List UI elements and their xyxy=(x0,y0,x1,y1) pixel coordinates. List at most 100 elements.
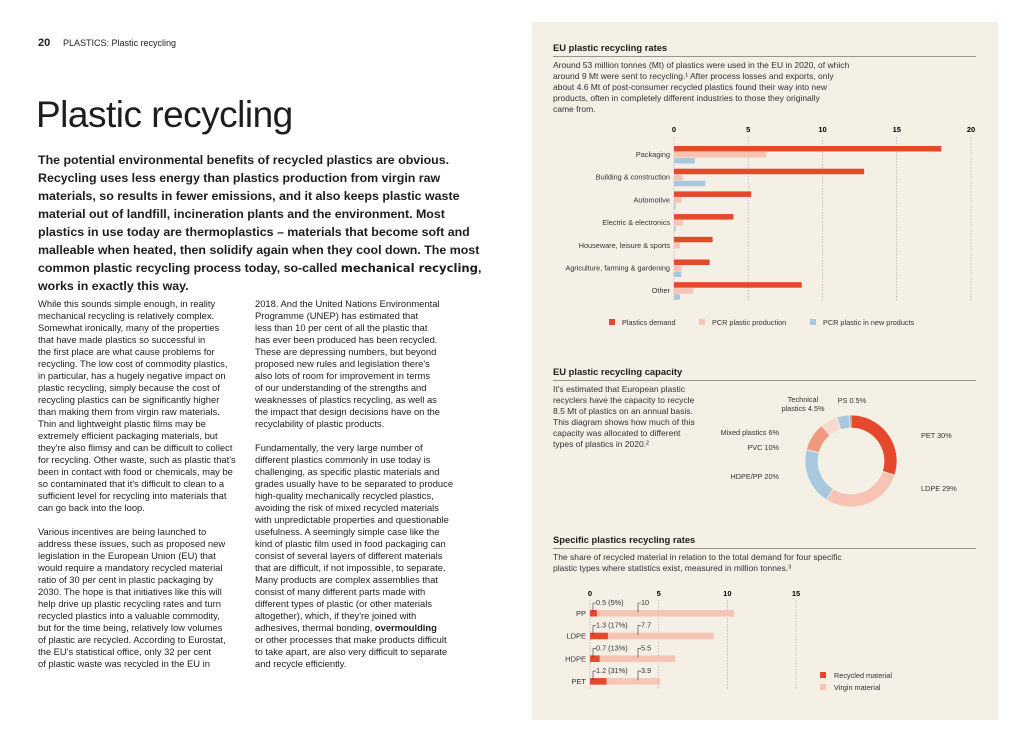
virgin-value-label: 5.5 xyxy=(641,643,651,652)
category-label: Agriculture, farming & gardening xyxy=(565,264,670,273)
label-leader xyxy=(592,648,596,658)
label-leader xyxy=(637,670,641,681)
category-label: Building & construction xyxy=(596,173,670,182)
bar xyxy=(674,174,683,181)
bar xyxy=(674,265,682,271)
section-text-specific: The share of recycled material in relati… xyxy=(553,552,842,573)
bar xyxy=(674,158,695,164)
bar xyxy=(674,180,706,187)
bar xyxy=(674,242,680,249)
donut-slice xyxy=(850,414,898,476)
lead-text-end: , works in exactly this way. xyxy=(38,261,482,293)
label-leader xyxy=(637,625,641,635)
lead-paragraph: The potential environmental benefits of … xyxy=(38,151,508,295)
page-number: 20 xyxy=(38,37,51,49)
recycling-capacity-donut: PET 30% LDPE 29% HDPE/PP 20% PVC 10% Mixed p… xyxy=(721,395,957,508)
donut-slice xyxy=(849,414,852,429)
category-label: PET xyxy=(571,677,586,686)
legend-swatch xyxy=(699,319,705,325)
category-label: Houseware, leisure & sports xyxy=(579,241,671,250)
bar xyxy=(674,214,734,220)
bar xyxy=(674,197,682,203)
bar xyxy=(674,271,682,277)
infographic-panel xyxy=(532,22,998,720)
bar-virgin xyxy=(590,678,661,685)
specific-rates-chart: 0 5 10 15 PP 0.5 (5%) 10 LDPE 1.3 (17%) 7.7 HDPE 0.… xyxy=(565,589,892,692)
slice-label: Mixed plastics 6% xyxy=(721,428,780,437)
category-label: Automotive xyxy=(633,195,670,204)
category-label: Packaging xyxy=(636,150,670,159)
section-title-specific: Specific plastics recycling rates xyxy=(553,534,976,549)
x-tick-label: 0 xyxy=(588,589,592,598)
legend-label: Virgin material xyxy=(834,683,881,692)
bar-virgin xyxy=(590,655,676,662)
category-label: HDPE xyxy=(565,654,586,663)
legend-swatch xyxy=(609,319,615,325)
slice-label: PET 30% xyxy=(921,431,952,440)
legend-label: Recycled material xyxy=(834,671,892,680)
lead-emphasis: mechanical recycling xyxy=(340,261,478,275)
recycled-value-label: 1.3 (17%) xyxy=(596,621,628,630)
category-label: PP xyxy=(576,609,586,618)
section-title-rates: EU plastic recycling rates xyxy=(553,42,976,57)
slice-label: PS 0.5% xyxy=(838,396,867,405)
body-emphasis: overmoulding xyxy=(374,622,437,633)
section-title-capacity: EU plastic recycling capacity xyxy=(553,366,976,381)
bar xyxy=(674,220,683,226)
body-column-2: 2018. And the United Nations Environment… xyxy=(255,298,470,670)
category-label: Electric & electronics xyxy=(602,218,670,227)
category-label: Other xyxy=(652,286,671,295)
x-tick-label: 0 xyxy=(672,125,676,134)
bar xyxy=(674,226,676,232)
legend-swatch xyxy=(820,672,826,678)
x-tick-label: 20 xyxy=(967,125,975,134)
legend-label: PCR plastic production xyxy=(712,318,786,327)
bar xyxy=(674,146,942,152)
bar xyxy=(674,259,710,265)
lead-text: The potential environmental benefits of … xyxy=(38,153,480,275)
bar-recycled xyxy=(590,610,597,617)
bar-recycled xyxy=(590,632,608,640)
bar-virgin xyxy=(590,632,714,640)
legend-swatch xyxy=(820,684,826,690)
body-text-end: or other processes that make products di… xyxy=(255,634,448,669)
slice-label: Technical xyxy=(788,395,819,404)
recycled-value-label: 0.7 (13%) xyxy=(596,643,628,652)
x-tick-label: 10 xyxy=(723,589,731,598)
bar xyxy=(674,191,752,197)
bar-virgin xyxy=(590,610,735,617)
bar xyxy=(674,288,694,294)
bar xyxy=(674,282,802,288)
legend-label: PCR plastic in new products xyxy=(823,318,915,327)
virgin-value-label: 7.7 xyxy=(641,621,651,630)
section-text-capacity: It's estimated that European plastic rec… xyxy=(553,384,695,449)
label-leader xyxy=(592,625,596,635)
label-leader xyxy=(637,602,641,612)
virgin-value-label: 3.9 xyxy=(641,666,651,675)
x-tick-label: 15 xyxy=(792,589,800,598)
donut-slice xyxy=(804,449,834,501)
bar xyxy=(674,168,865,175)
slice-label: HDPE/PP 20% xyxy=(730,472,779,481)
label-leader xyxy=(637,648,641,658)
x-tick-label: 5 xyxy=(746,125,750,134)
legend-swatch xyxy=(810,319,816,325)
page-title: Plastic recycling xyxy=(36,94,293,135)
slice-label: PVC 10% xyxy=(747,443,779,452)
running-title: PLASTICS: Plastic recycling xyxy=(63,38,177,48)
x-tick-label: 15 xyxy=(893,125,901,134)
recycled-value-label: 0.5 (5%) xyxy=(596,598,624,607)
legend-label: Plastics demand xyxy=(622,318,676,327)
slice-label: plastics 4.5% xyxy=(782,404,826,413)
label-leader xyxy=(592,602,596,612)
recycled-value-label: 1.2 (31%) xyxy=(596,666,628,675)
x-tick-label: 5 xyxy=(657,589,661,598)
bar-recycled xyxy=(590,678,607,685)
body-column-1: While this sounds simple enough, in real… xyxy=(38,298,236,669)
slice-label: LDPE 29% xyxy=(921,484,957,493)
body-text: 2018. And the United Nations Environment… xyxy=(255,298,454,633)
bar-recycled xyxy=(590,655,600,662)
bar xyxy=(674,203,676,209)
bar xyxy=(674,236,713,243)
